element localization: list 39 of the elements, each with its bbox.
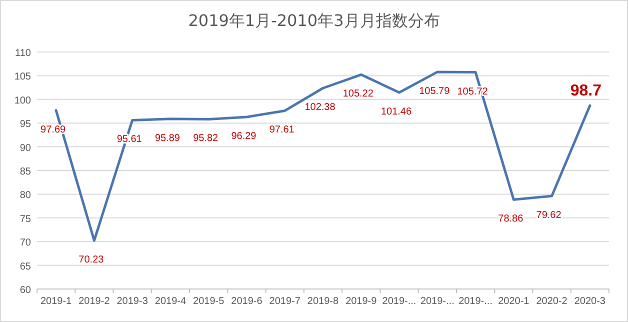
data-label: 105.79 — [419, 86, 450, 97]
y-tick-label: 70 — [20, 238, 32, 249]
y-tick-label: 65 — [20, 261, 32, 272]
data-label: 98.7 — [570, 82, 602, 100]
y-tick-label: 80 — [20, 190, 32, 202]
x-tick-label: 2019-... — [382, 296, 416, 307]
x-tick-label: 2019-7 — [269, 296, 301, 307]
y-tick-label: 85 — [20, 166, 32, 178]
data-label: 70.23 — [78, 254, 104, 266]
data-label: 78.86 — [498, 214, 524, 225]
chart-title: 2019年1月-2010年3月月指数分布 — [188, 11, 440, 30]
x-tick-label: 2019-... — [420, 296, 454, 307]
y-tick-label: 105 — [14, 72, 32, 83]
y-tick-label: 90 — [20, 142, 32, 154]
data-label: 79.62 — [536, 210, 562, 221]
x-tick-label: 2020-1 — [498, 296, 530, 307]
x-tick-label: 2019-4 — [154, 296, 186, 307]
y-tick-label: 60 — [20, 285, 32, 296]
x-tick-label: 2019-... — [458, 296, 492, 307]
x-tick-label: 2019-3 — [116, 296, 148, 307]
x-tick-label: 2020-3 — [574, 296, 606, 307]
data-label: 97.61 — [269, 124, 295, 136]
x-tick-label: 2019-9 — [346, 296, 378, 307]
y-tick-label: 100 — [14, 95, 32, 106]
data-label: 101.46 — [380, 106, 412, 118]
y-tick-label: 95 — [20, 119, 32, 130]
data-label: 95.89 — [154, 132, 180, 144]
x-tick-label: 2020-2 — [536, 296, 568, 307]
x-tick-label: 2019-5 — [193, 296, 225, 307]
y-tick-label: 110 — [15, 48, 32, 59]
data-label: 102.38 — [304, 102, 336, 114]
x-tick-label: 2019-6 — [231, 296, 263, 307]
data-label: 105.22 — [342, 88, 374, 100]
data-label: 96.29 — [231, 130, 257, 142]
y-tick-label: 75 — [20, 214, 32, 225]
x-tick-label: 2019-2 — [78, 296, 110, 307]
data-label: 95.82 — [193, 133, 219, 144]
x-tick-label: 2019-1 — [40, 296, 72, 307]
x-tick-label: 2019-8 — [307, 296, 340, 307]
